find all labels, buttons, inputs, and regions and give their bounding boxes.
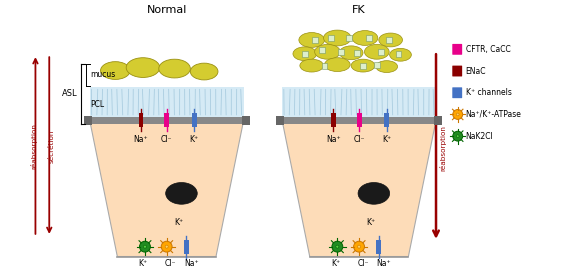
- FancyBboxPatch shape: [452, 66, 462, 76]
- Bar: [312, 37, 318, 43]
- Bar: [384, 113, 389, 127]
- Ellipse shape: [365, 44, 389, 59]
- Text: réabsorption: réabsorption: [30, 123, 37, 169]
- Bar: [302, 51, 308, 57]
- Text: FK: FK: [352, 5, 366, 15]
- Ellipse shape: [456, 135, 459, 137]
- Ellipse shape: [376, 61, 398, 73]
- Bar: [90, 117, 244, 124]
- Text: NaK2Cl: NaK2Cl: [466, 132, 493, 141]
- Text: Cl⁻: Cl⁻: [357, 259, 369, 268]
- Ellipse shape: [293, 47, 317, 61]
- Bar: [164, 113, 169, 127]
- Text: K⁺: K⁺: [138, 259, 148, 268]
- Ellipse shape: [159, 59, 190, 78]
- Bar: [360, 63, 366, 69]
- Ellipse shape: [140, 241, 151, 252]
- Bar: [331, 113, 336, 127]
- Ellipse shape: [352, 31, 378, 45]
- Ellipse shape: [324, 58, 350, 72]
- Text: sécrétion: sécrétion: [48, 129, 54, 163]
- Ellipse shape: [299, 33, 324, 47]
- Text: ENaC: ENaC: [466, 66, 486, 76]
- Bar: [395, 51, 401, 57]
- Ellipse shape: [332, 241, 343, 252]
- Ellipse shape: [354, 241, 365, 252]
- Text: K⁺: K⁺: [331, 259, 340, 268]
- Bar: [138, 113, 144, 127]
- Text: Na⁺: Na⁺: [134, 135, 148, 144]
- Ellipse shape: [379, 33, 402, 47]
- Text: K⁺ channels: K⁺ channels: [466, 88, 511, 97]
- Bar: [374, 62, 380, 68]
- Ellipse shape: [453, 131, 463, 141]
- Ellipse shape: [358, 183, 390, 204]
- Text: Na⁺: Na⁺: [326, 135, 340, 144]
- Ellipse shape: [358, 245, 361, 248]
- Bar: [357, 113, 361, 127]
- Text: K⁺: K⁺: [174, 218, 183, 227]
- FancyBboxPatch shape: [452, 44, 462, 55]
- Bar: [328, 35, 335, 41]
- Bar: [282, 117, 436, 124]
- Bar: [366, 35, 372, 41]
- Bar: [376, 240, 381, 254]
- FancyBboxPatch shape: [452, 87, 462, 98]
- Bar: [282, 87, 436, 117]
- Bar: [90, 87, 244, 117]
- Text: CFTR, CaCC: CFTR, CaCC: [466, 45, 510, 54]
- Ellipse shape: [453, 110, 463, 119]
- Bar: [318, 47, 324, 53]
- Ellipse shape: [314, 44, 340, 59]
- Ellipse shape: [190, 63, 218, 80]
- Ellipse shape: [351, 59, 375, 72]
- Text: mucus: mucus: [91, 70, 116, 79]
- Ellipse shape: [324, 30, 351, 46]
- Bar: [346, 35, 352, 41]
- Bar: [378, 49, 384, 55]
- Ellipse shape: [336, 245, 339, 248]
- Ellipse shape: [390, 48, 411, 61]
- Text: Na⁺/K⁺-ATPase: Na⁺/K⁺-ATPase: [466, 110, 522, 119]
- Ellipse shape: [101, 62, 130, 79]
- Ellipse shape: [144, 245, 146, 248]
- Text: Cl⁻: Cl⁻: [353, 135, 365, 144]
- Bar: [184, 240, 189, 254]
- Ellipse shape: [165, 245, 168, 248]
- Ellipse shape: [166, 183, 197, 204]
- Text: Normal: Normal: [146, 5, 187, 15]
- Text: K⁺: K⁺: [367, 218, 375, 227]
- Ellipse shape: [161, 241, 172, 252]
- Text: PCL: PCL: [91, 100, 105, 109]
- Bar: [192, 113, 197, 127]
- Text: ASL: ASL: [63, 89, 78, 98]
- Text: Cl⁻: Cl⁻: [161, 135, 173, 144]
- Text: réabsorption: réabsorption: [439, 125, 446, 171]
- Bar: [84, 116, 91, 125]
- Polygon shape: [90, 120, 244, 256]
- Bar: [321, 63, 328, 69]
- Bar: [241, 116, 250, 125]
- Ellipse shape: [339, 46, 363, 60]
- Text: Cl⁻: Cl⁻: [165, 259, 177, 268]
- Polygon shape: [282, 120, 436, 256]
- Text: Na⁺: Na⁺: [184, 259, 199, 268]
- Ellipse shape: [456, 113, 459, 116]
- Bar: [386, 37, 391, 43]
- Bar: [354, 50, 360, 56]
- Text: Na⁺: Na⁺: [376, 259, 391, 268]
- Bar: [276, 116, 284, 125]
- Text: K⁺: K⁺: [382, 135, 391, 144]
- Ellipse shape: [126, 58, 160, 77]
- Bar: [434, 116, 442, 125]
- Ellipse shape: [300, 59, 324, 72]
- Bar: [338, 49, 345, 55]
- Text: K⁺: K⁺: [190, 135, 199, 144]
